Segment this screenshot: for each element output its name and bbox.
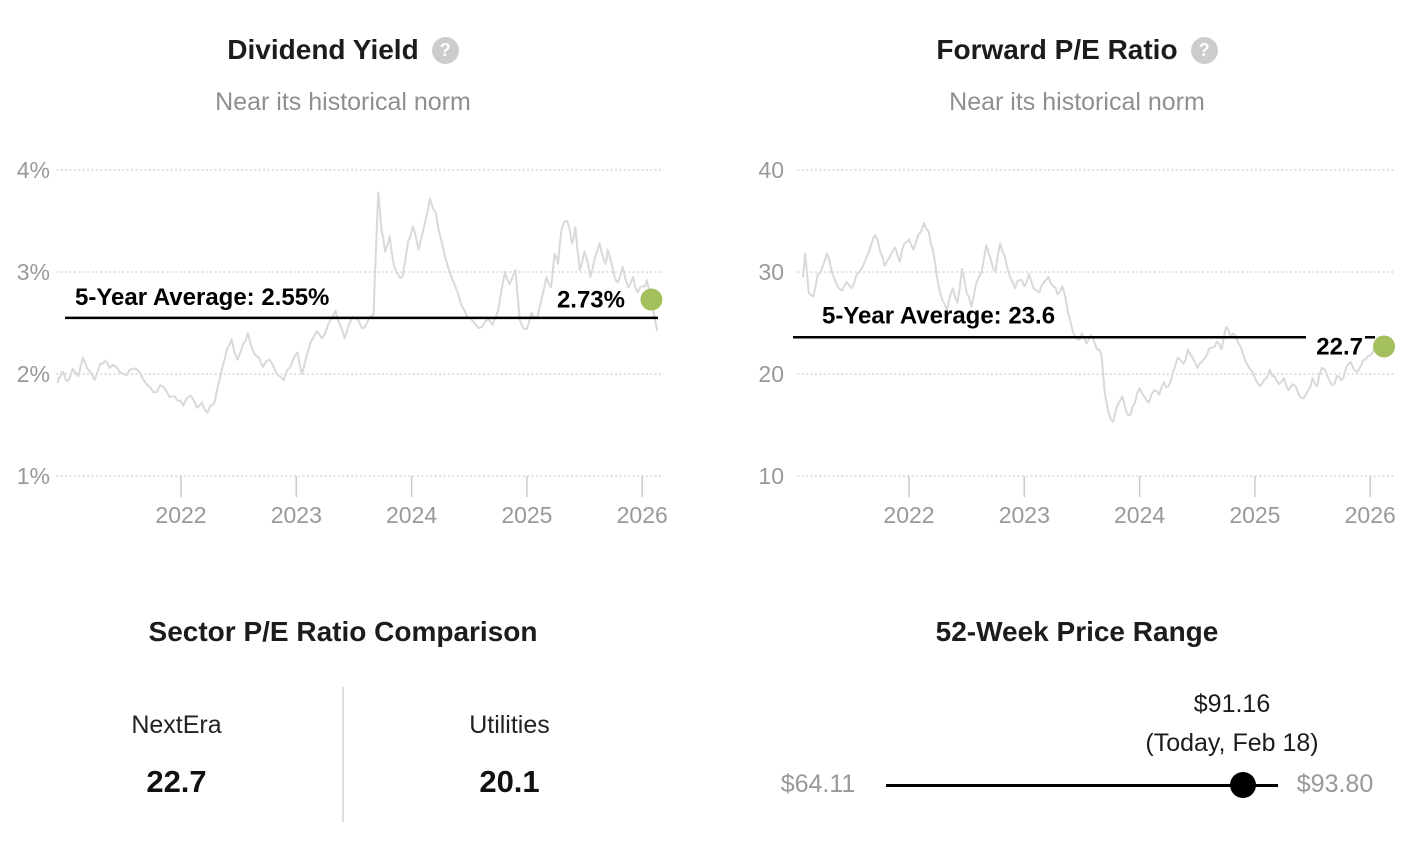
sector-pe-comparison-title: Sector P/E Ratio Comparison bbox=[148, 616, 538, 647]
x-axis-tick-label: 2025 bbox=[1229, 502, 1280, 528]
average-label: 5-Year Average: 2.55% bbox=[75, 284, 329, 311]
forward-pe-title: Forward P/E Ratio bbox=[936, 34, 1178, 65]
dividend-yield-header: Dividend Yield ? Near its historical nor… bbox=[0, 33, 686, 117]
current-price-label: $91.16 bbox=[1193, 690, 1271, 718]
sector-pe-comparison-columns: NextEra 22.7 Utilities 20.1 bbox=[10, 708, 676, 802]
sector-name-label: Utilities bbox=[469, 711, 550, 739]
x-axis-tick-label: 2026 bbox=[1345, 502, 1396, 528]
y-axis-tick-label: 1% bbox=[17, 463, 50, 489]
x-axis-tick-label: 2025 bbox=[501, 502, 552, 528]
help-icon[interactable]: ? bbox=[1190, 36, 1218, 64]
current-value-dot bbox=[640, 288, 663, 311]
y-axis-tick-label: 10 bbox=[758, 463, 784, 489]
dividend-yield-chart: 1% 2% 3% 4% 2022 2023 2024 2025 2026 5-Year Avera… bbox=[17, 157, 668, 528]
x-axis-tick-label: 2024 bbox=[386, 502, 437, 528]
x-axis-tick-label: 2022 bbox=[155, 502, 206, 528]
y-axis-tick-label: 40 bbox=[758, 157, 784, 183]
price-range-track bbox=[886, 784, 1278, 787]
forward-pe-title-row: Forward P/E Ratio ? bbox=[738, 33, 1416, 67]
dividend-yield-title: Dividend Yield bbox=[227, 34, 419, 65]
sector-pe-company-column: NextEra 22.7 bbox=[10, 708, 343, 802]
current-value-label: 22.7 bbox=[1316, 333, 1363, 360]
range-low-label: $64.11 bbox=[780, 770, 856, 798]
x-axis-tick-label: 2024 bbox=[1114, 502, 1165, 528]
y-axis-tick-label: 3% bbox=[17, 259, 50, 285]
current-value-dot bbox=[1373, 335, 1396, 358]
current-value-label: 2.73% bbox=[557, 287, 625, 314]
sector-pe-value: 20.1 bbox=[479, 764, 540, 799]
y-axis-tick-label: 2% bbox=[17, 361, 50, 387]
dividend-yield-title-row: Dividend Yield ? bbox=[0, 33, 686, 67]
company-pe-value: 22.7 bbox=[146, 764, 207, 799]
average-label: 5-Year Average: 23.6 bbox=[822, 302, 1055, 329]
x-axis-tick-label: 2022 bbox=[883, 502, 934, 528]
forward-pe-subtitle: Near its historical norm bbox=[949, 88, 1205, 116]
column-divider bbox=[342, 687, 344, 822]
forward-pe-header: Forward P/E Ratio ? Near its historical … bbox=[738, 33, 1416, 117]
x-axis-tick-label: 2026 bbox=[617, 502, 668, 528]
y-axis-tick-label: 20 bbox=[758, 361, 784, 387]
range-high-label: $93.80 bbox=[1296, 770, 1374, 798]
current-price-marker bbox=[1230, 772, 1257, 798]
x-axis-tick-label: 2023 bbox=[999, 502, 1050, 528]
sector-pe-sector-column: Utilities 20.1 bbox=[343, 708, 676, 802]
history-series-line bbox=[801, 222, 1385, 423]
y-axis-tick-label: 30 bbox=[758, 259, 784, 285]
y-axis-tick-label: 4% bbox=[17, 157, 50, 183]
help-icon[interactable]: ? bbox=[431, 36, 459, 64]
price-range-title: 52-Week Price Range bbox=[935, 616, 1219, 647]
history-series-line bbox=[56, 191, 659, 414]
x-axis-tick-label: 2023 bbox=[271, 502, 322, 528]
current-price-date-label: (Today, Feb 18) bbox=[1145, 729, 1319, 757]
dividend-yield-subtitle: Near its historical norm bbox=[215, 88, 471, 116]
company-name-label: NextEra bbox=[131, 711, 222, 739]
forward-pe-chart: 10 20 30 40 2022 2023 2024 2025 2026 5-Year Avera… bbox=[758, 157, 1396, 528]
